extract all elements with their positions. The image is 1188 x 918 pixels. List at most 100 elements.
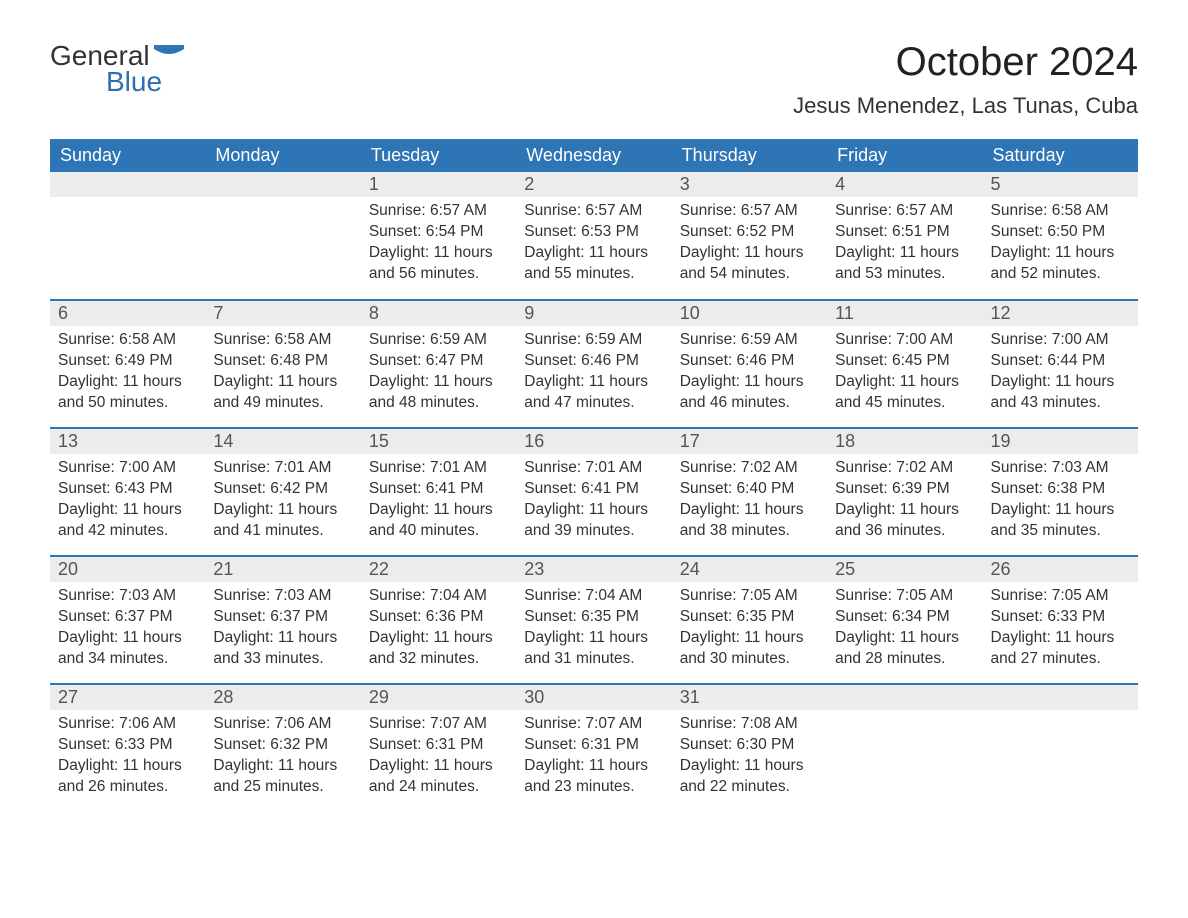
month-title: October 2024	[793, 40, 1138, 85]
sunset-text: Sunset: 6:31 PM	[369, 735, 508, 756]
sunrise-text: Sunrise: 7:01 AM	[369, 458, 508, 479]
sunrise-text: Sunrise: 7:08 AM	[680, 714, 819, 735]
day-number: 14	[205, 429, 360, 454]
day-content: Sunrise: 6:57 AMSunset: 6:53 PMDaylight:…	[516, 197, 671, 293]
day-content: Sunrise: 6:57 AMSunset: 6:54 PMDaylight:…	[361, 197, 516, 293]
daylight-line1: Daylight: 11 hours	[835, 372, 974, 393]
day-number: 8	[361, 301, 516, 326]
sunset-text: Sunset: 6:54 PM	[369, 222, 508, 243]
daylight-line1: Daylight: 11 hours	[369, 500, 508, 521]
daylight-line1: Daylight: 11 hours	[524, 500, 663, 521]
sunrise-text: Sunrise: 6:58 AM	[213, 330, 352, 351]
sunset-text: Sunset: 6:51 PM	[835, 222, 974, 243]
day-cell	[983, 684, 1138, 812]
sunrise-text: Sunrise: 7:04 AM	[524, 586, 663, 607]
daylight-line1: Daylight: 11 hours	[524, 628, 663, 649]
sunrise-text: Sunrise: 7:06 AM	[213, 714, 352, 735]
day-content: Sunrise: 7:07 AMSunset: 6:31 PMDaylight:…	[361, 710, 516, 806]
sunset-text: Sunset: 6:40 PM	[680, 479, 819, 500]
daylight-line1: Daylight: 11 hours	[991, 243, 1130, 264]
sunset-text: Sunset: 6:39 PM	[835, 479, 974, 500]
empty-day-bar	[205, 172, 360, 197]
daylight-line2: and 32 minutes.	[369, 649, 508, 670]
sunrise-text: Sunrise: 6:58 AM	[58, 330, 197, 351]
daylight-line1: Daylight: 11 hours	[369, 243, 508, 264]
day-number: 10	[672, 301, 827, 326]
sunrise-text: Sunrise: 6:57 AM	[369, 201, 508, 222]
daylight-line1: Daylight: 11 hours	[524, 243, 663, 264]
daylight-line2: and 55 minutes.	[524, 264, 663, 285]
day-number: 13	[50, 429, 205, 454]
sunset-text: Sunset: 6:37 PM	[213, 607, 352, 628]
day-cell: 4Sunrise: 6:57 AMSunset: 6:51 PMDaylight…	[827, 172, 982, 300]
daylight-line2: and 45 minutes.	[835, 393, 974, 414]
daylight-line2: and 23 minutes.	[524, 777, 663, 798]
day-content: Sunrise: 7:07 AMSunset: 6:31 PMDaylight:…	[516, 710, 671, 806]
title-block: October 2024 Jesus Menendez, Las Tunas, …	[793, 40, 1138, 119]
sunset-text: Sunset: 6:35 PM	[680, 607, 819, 628]
day-cell: 27Sunrise: 7:06 AMSunset: 6:33 PMDayligh…	[50, 684, 205, 812]
day-number: 15	[361, 429, 516, 454]
daylight-line1: Daylight: 11 hours	[58, 628, 197, 649]
daylight-line1: Daylight: 11 hours	[680, 756, 819, 777]
daylight-line2: and 40 minutes.	[369, 521, 508, 542]
day-cell: 10Sunrise: 6:59 AMSunset: 6:46 PMDayligh…	[672, 300, 827, 428]
sunset-text: Sunset: 6:36 PM	[369, 607, 508, 628]
sunrise-text: Sunrise: 7:05 AM	[835, 586, 974, 607]
day-cell: 14Sunrise: 7:01 AMSunset: 6:42 PMDayligh…	[205, 428, 360, 556]
day-number: 6	[50, 301, 205, 326]
day-content: Sunrise: 6:58 AMSunset: 6:49 PMDaylight:…	[50, 326, 205, 422]
sunset-text: Sunset: 6:31 PM	[524, 735, 663, 756]
sunrise-text: Sunrise: 7:00 AM	[58, 458, 197, 479]
daylight-line2: and 35 minutes.	[991, 521, 1130, 542]
daylight-line1: Daylight: 11 hours	[58, 500, 197, 521]
week-row: 20Sunrise: 7:03 AMSunset: 6:37 PMDayligh…	[50, 556, 1138, 684]
daylight-line1: Daylight: 11 hours	[524, 372, 663, 393]
page-header: General Blue October 2024 Jesus Menendez…	[50, 40, 1138, 119]
sunrise-text: Sunrise: 6:59 AM	[524, 330, 663, 351]
sunrise-text: Sunrise: 7:07 AM	[524, 714, 663, 735]
sunrise-text: Sunrise: 7:01 AM	[524, 458, 663, 479]
daylight-line2: and 49 minutes.	[213, 393, 352, 414]
day-content: Sunrise: 7:05 AMSunset: 6:34 PMDaylight:…	[827, 582, 982, 678]
day-cell: 5Sunrise: 6:58 AMSunset: 6:50 PMDaylight…	[983, 172, 1138, 300]
daylight-line2: and 25 minutes.	[213, 777, 352, 798]
sunset-text: Sunset: 6:32 PM	[213, 735, 352, 756]
day-content: Sunrise: 7:04 AMSunset: 6:35 PMDaylight:…	[516, 582, 671, 678]
day-content: Sunrise: 7:05 AMSunset: 6:35 PMDaylight:…	[672, 582, 827, 678]
day-header: Wednesday	[516, 139, 671, 172]
sunrise-text: Sunrise: 7:02 AM	[680, 458, 819, 479]
sunrise-text: Sunrise: 7:04 AM	[369, 586, 508, 607]
day-content: Sunrise: 7:00 AMSunset: 6:44 PMDaylight:…	[983, 326, 1138, 422]
day-content: Sunrise: 7:06 AMSunset: 6:33 PMDaylight:…	[50, 710, 205, 806]
day-number: 22	[361, 557, 516, 582]
daylight-line2: and 34 minutes.	[58, 649, 197, 670]
week-row: 13Sunrise: 7:00 AMSunset: 6:43 PMDayligh…	[50, 428, 1138, 556]
day-cell: 25Sunrise: 7:05 AMSunset: 6:34 PMDayligh…	[827, 556, 982, 684]
day-cell: 6Sunrise: 6:58 AMSunset: 6:49 PMDaylight…	[50, 300, 205, 428]
day-cell: 16Sunrise: 7:01 AMSunset: 6:41 PMDayligh…	[516, 428, 671, 556]
sunset-text: Sunset: 6:52 PM	[680, 222, 819, 243]
day-number: 16	[516, 429, 671, 454]
daylight-line2: and 28 minutes.	[835, 649, 974, 670]
empty-day-bar	[50, 172, 205, 197]
day-header: Sunday	[50, 139, 205, 172]
day-number: 9	[516, 301, 671, 326]
daylight-line1: Daylight: 11 hours	[524, 756, 663, 777]
sunrise-text: Sunrise: 7:00 AM	[991, 330, 1130, 351]
day-number: 21	[205, 557, 360, 582]
daylight-line2: and 52 minutes.	[991, 264, 1130, 285]
sunset-text: Sunset: 6:42 PM	[213, 479, 352, 500]
daylight-line2: and 46 minutes.	[680, 393, 819, 414]
sunset-text: Sunset: 6:47 PM	[369, 351, 508, 372]
daylight-line2: and 38 minutes.	[680, 521, 819, 542]
day-number: 26	[983, 557, 1138, 582]
day-cell: 1Sunrise: 6:57 AMSunset: 6:54 PMDaylight…	[361, 172, 516, 300]
day-cell: 21Sunrise: 7:03 AMSunset: 6:37 PMDayligh…	[205, 556, 360, 684]
day-content: Sunrise: 7:03 AMSunset: 6:37 PMDaylight:…	[205, 582, 360, 678]
empty-day-bar	[827, 685, 982, 710]
daylight-line1: Daylight: 11 hours	[835, 628, 974, 649]
sunrise-text: Sunrise: 6:58 AM	[991, 201, 1130, 222]
day-number: 24	[672, 557, 827, 582]
day-number: 5	[983, 172, 1138, 197]
